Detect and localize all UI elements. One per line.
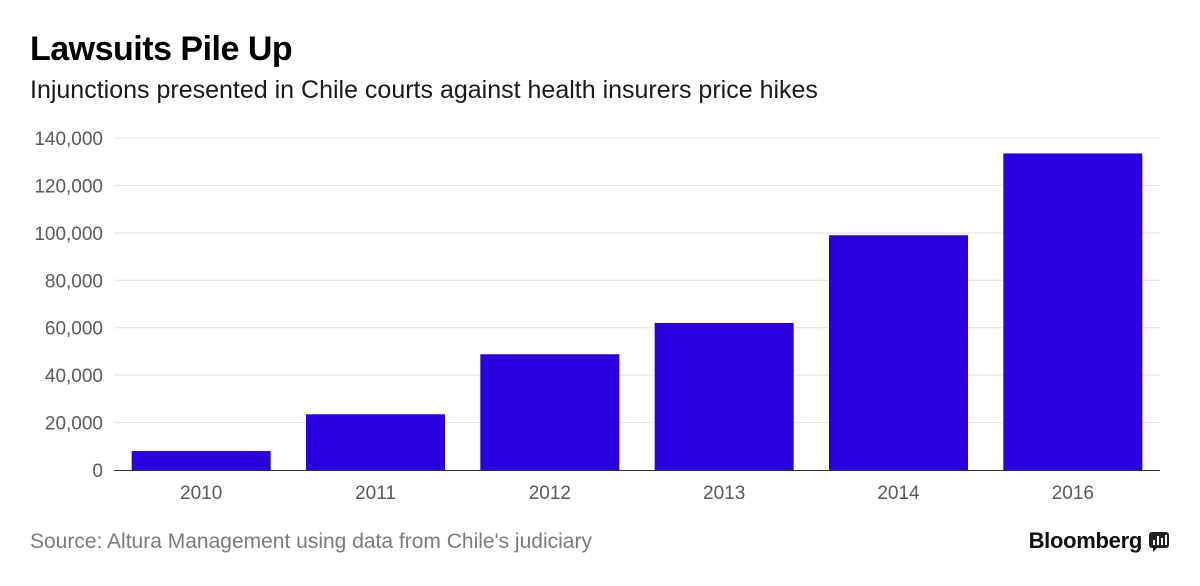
y-tick-label: 140,000 [34,129,103,150]
source-note: Source: Altura Management using data fro… [30,530,592,553]
y-tick-label: 20,000 [45,414,103,435]
bar-2013 [654,322,794,470]
y-tick-label: 80,000 [45,271,103,292]
x-tick-label: 2012 [529,483,571,504]
x-tick-label: 2016 [1052,483,1094,504]
bar-2016 [1003,153,1143,470]
y-tick-label: 40,000 [45,366,103,387]
x-tick-label: 2014 [877,483,920,504]
y-tick-label: 120,000 [34,176,103,197]
x-tick-label: 2013 [703,483,745,504]
bloomberg-terminal-icon [1148,530,1170,552]
bars [131,153,1143,470]
x-axis-tick-labels: 2010 2011 2012 2013 2014 2016 [180,483,1094,504]
brand-name: Bloomberg [1028,528,1143,553]
bar-2010 [131,451,271,470]
y-tick-label: 100,000 [34,224,103,245]
chart-title: Lawsuits Pile Up [30,30,293,68]
x-tick-label: 2011 [355,483,396,504]
x-tick-label: 2010 [180,483,222,504]
y-tick-label: 0 [92,461,103,482]
chart-subtitle: Injunctions presented in Chile courts ag… [30,76,818,104]
bar-2014 [829,235,968,470]
y-tick-label: 60,000 [45,319,103,340]
bar-2011 [306,414,445,470]
bar-2012 [480,354,620,470]
y-axis-tick-labels: 0 20,000 40,000 60,000 80,000 100,000 120,000 1… [34,129,103,482]
gridlines [114,137,1160,424]
brand-logo: Bloomberg [1029,528,1170,554]
